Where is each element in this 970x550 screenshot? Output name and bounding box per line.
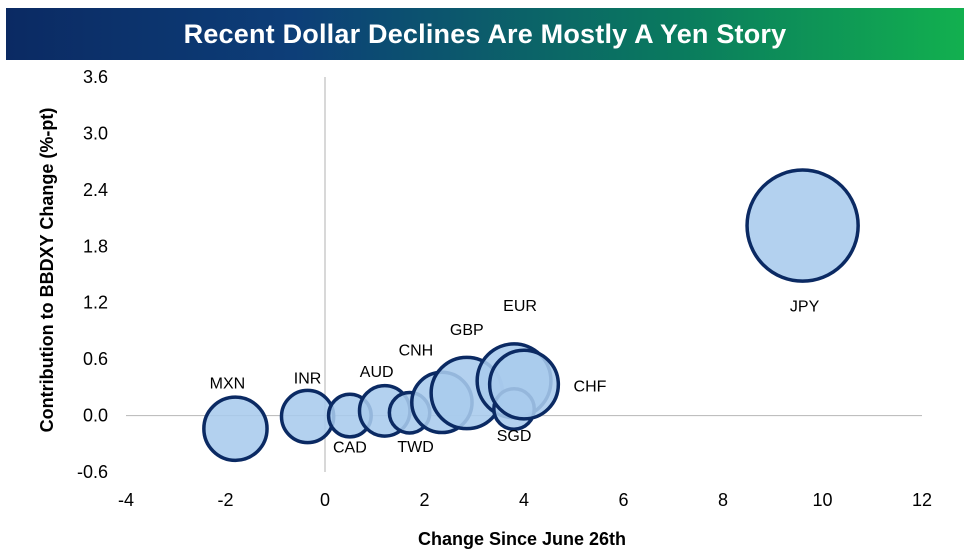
y-tick-label: 1.8	[83, 236, 108, 256]
axes-group: -4 -2 0 2 4 6 8 10 12 -0.6 0.0 0.6 1.2 1.8 2.4 3.0 3.6	[77, 67, 932, 510]
y-axis-title: Contribution to BBDXY Change (%-pt)	[37, 108, 57, 433]
y-tick-label: 2.4	[83, 180, 108, 200]
label-mxn: MXN	[210, 376, 246, 393]
x-tick-label: 10	[812, 490, 832, 510]
label-jpy: JPY	[790, 299, 820, 316]
y-tick-label: 0.0	[83, 406, 108, 426]
x-tick-label: -4	[118, 490, 134, 510]
y-tick-label: -0.6	[77, 462, 108, 482]
x-tick-label: 4	[519, 490, 529, 510]
label-cad: CAD	[333, 440, 367, 457]
label-inr: INR	[294, 371, 322, 388]
label-aud: AUD	[360, 364, 394, 381]
y-tick-label: 1.2	[83, 293, 108, 313]
x-tick-label: 8	[718, 490, 728, 510]
chart-title: Recent Dollar Declines Are Mostly A Yen …	[183, 18, 787, 49]
bubble-mxn	[202, 395, 269, 463]
label-sgd: SGD	[497, 428, 532, 445]
x-axis-title: Change Since June 26th	[418, 529, 626, 549]
bubbles-group	[202, 168, 860, 463]
label-twd: TWD	[397, 439, 433, 456]
label-chf: CHF	[574, 379, 607, 396]
y-tick-label: 0.6	[83, 349, 108, 369]
x-tick-label: 12	[912, 490, 932, 510]
point-labels-group: MXN INR CAD AUD TWD CNH GBP EUR SGD CHF JPY	[210, 298, 820, 457]
label-gbp: GBP	[450, 322, 484, 339]
y-tick-label: 3.6	[83, 67, 108, 87]
x-tick-label: 0	[320, 490, 330, 510]
bubble-inr	[279, 388, 336, 445]
x-tick-label: -2	[217, 490, 233, 510]
x-tick-label: 2	[419, 490, 429, 510]
bubble-jpy	[745, 168, 860, 283]
label-cnh: CNH	[399, 342, 434, 359]
x-tick-label: 6	[618, 490, 628, 510]
y-tick-label: 3.0	[83, 123, 108, 143]
bubble-chf	[487, 348, 561, 421]
label-eur: EUR	[503, 298, 537, 315]
title-banner: Recent Dollar Declines Are Mostly A Yen …	[6, 8, 964, 60]
